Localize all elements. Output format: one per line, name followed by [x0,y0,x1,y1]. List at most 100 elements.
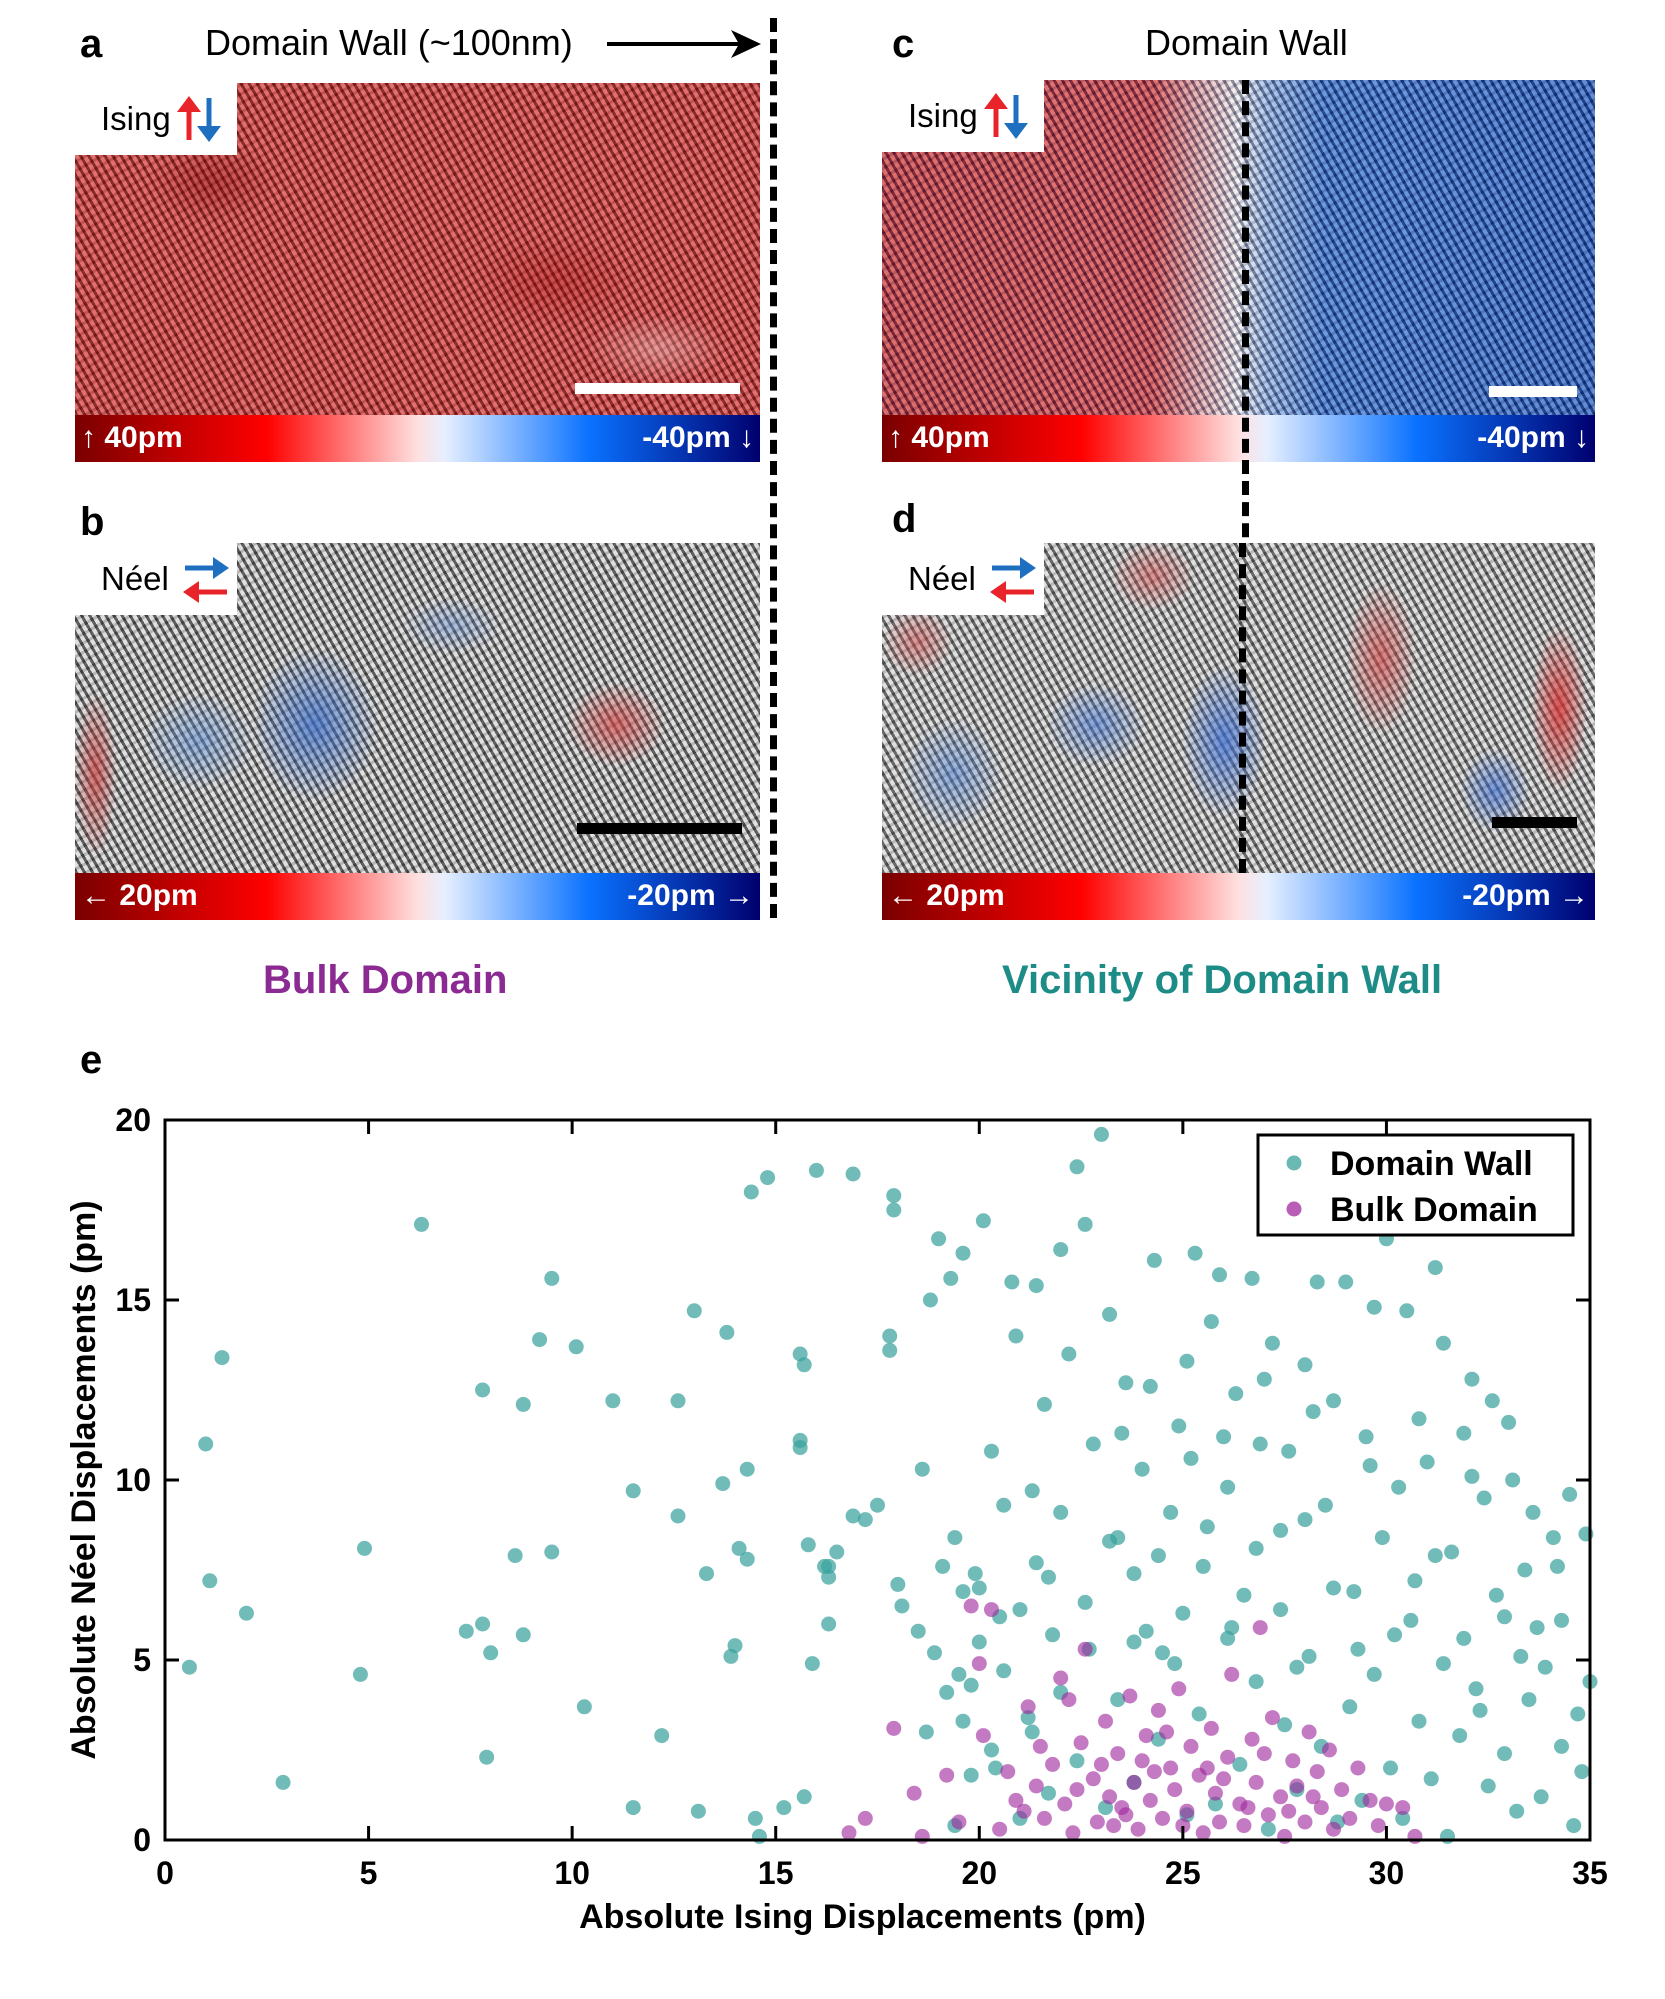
bulk-domain-point-21 [1065,1825,1081,1841]
domain-wall-point-42 [776,1800,792,1816]
domain-wall-point-28 [686,1303,702,1319]
domain-wall-point-5 [275,1774,291,1790]
domain-wall-point-180 [1260,1821,1276,1837]
domain-wall-point-215 [1248,1540,1264,1556]
colorbar-ising-a: ↑ 40pm -40pm ↓ [75,415,760,462]
domain-wall-point-100 [1085,1436,1101,1452]
domain-wall-point-218 [1175,1605,1191,1621]
domain-wall-point-197 [1024,1724,1040,1740]
domain-wall-point-87 [1004,1274,1020,1290]
domain-wall-point-124 [1289,1659,1305,1675]
domain-wall-dashed-line-right [1242,80,1249,875]
bulk-domain-point-63 [1313,1800,1329,1816]
domain-wall-point-226 [1411,1411,1427,1427]
bulk-domain-point-27 [1102,1789,1118,1805]
domain-wall-point-224 [1028,1555,1044,1571]
x-tick-label-0: 0 [156,1855,174,1891]
bulk-domain-point-57 [1277,1828,1293,1844]
domain-wall-point-111 [1179,1353,1195,1369]
domain-wall-point-169 [1411,1713,1427,1729]
y-tick-label-20: 20 [115,1102,151,1138]
domain-wall-point-10 [475,1616,491,1632]
domain-wall-point-19 [544,1544,560,1560]
bulk-domain-point-52 [1248,1774,1264,1790]
bulk-domain-point-37 [1163,1760,1179,1776]
domain-wall-point-52 [821,1558,837,1574]
domain-wall-point-0 [181,1659,197,1675]
neel-map-bulk: Néel [75,543,760,873]
domain-wall-point-107 [1146,1252,1162,1268]
colorbar-a-left-label: 40pm [104,421,183,454]
domain-wall-point-137 [1407,1573,1423,1589]
domain-wall-point-154 [1570,1706,1586,1722]
bulk-domain-point-59 [1289,1778,1305,1794]
colorbar-c-right-label: -40pm [1477,421,1566,454]
domain-wall-point-13 [483,1645,499,1661]
domain-wall-point-157 [1574,1764,1590,1780]
bulk-domain-point-65 [1326,1821,1341,1837]
colorbar-b-right-label: -20pm [627,879,716,912]
domain-wall-point-210 [1374,1530,1390,1546]
bulk-domain-point-30 [1122,1688,1138,1704]
domain-wall-point-2 [202,1573,218,1589]
domain-wall-point-216 [1224,1620,1240,1636]
domain-wall-point-114 [1203,1314,1219,1330]
scale-bar-c [1489,386,1577,397]
domain-wall-point-148 [1517,1562,1533,1578]
bulk-domain-point-17 [1036,1810,1052,1826]
bulk-domain-point-77 [1146,1764,1162,1780]
domain-wall-point-37 [739,1551,755,1567]
domain-wall-point-83 [984,1443,999,1459]
domain-wall-point-143 [1464,1371,1480,1387]
legend-label-0: Domain Wall [1330,1145,1533,1183]
domain-wall-point-17 [532,1332,548,1348]
domain-wall-point-237 [1472,1702,1488,1718]
domain-wall-point-3 [214,1350,230,1366]
domain-wall-point-132 [1366,1299,1382,1315]
x-tick-label-25: 25 [1165,1855,1201,1891]
domain-wall-point-189 [1138,1623,1154,1639]
domain-wall-point-54 [821,1569,837,1585]
domain-wall-point-38 [743,1184,759,1200]
domain-wall-point-7 [357,1540,372,1556]
domain-wall-point-158 [1566,1818,1582,1834]
colorbar-a-right-label: -40pm [642,421,731,454]
domain-wall-point-63 [886,1202,902,1218]
bulk-domain-point-46 [1212,1814,1227,1830]
bulk-domain-point-26 [1098,1713,1113,1729]
bulk-domain-point-78 [1159,1724,1175,1740]
domain-wall-point-64 [890,1576,906,1592]
domain-wall-point-117 [1228,1386,1244,1402]
bulk-domain-point-64 [1321,1742,1337,1758]
domain-wall-point-60 [882,1328,898,1344]
domain-wall-title-a: Domain Wall (~100nm) [205,22,573,63]
domain-wall-point-48 [800,1537,816,1553]
domain-wall-point-92 [1028,1278,1044,1294]
domain-wall-point-82 [975,1213,991,1229]
neel-map-wall: Néel [882,543,1595,873]
domain-wall-point-58 [857,1512,873,1528]
domain-wall-point-121 [1264,1335,1280,1351]
scale-bar-d [1492,817,1577,828]
bulk-domain-point-69 [1362,1792,1378,1808]
domain-wall-point-167 [1440,1828,1455,1844]
bulk-domain-point-74 [1061,1692,1077,1708]
panel-letter-c: c [892,22,915,66]
bulk-domain-point-80 [1199,1760,1215,1776]
domain-wall-title-c: Domain Wall [1145,22,1348,63]
bulk-domain-point-62 [1309,1764,1325,1780]
domain-wall-point-138 [1419,1454,1435,1470]
bulk-domain-point-70 [1370,1818,1386,1834]
domain-wall-point-222 [1077,1594,1093,1610]
right-arrow-icon: → [715,879,754,912]
bulk-domain-point-40 [1179,1803,1195,1819]
bulk-domain-point-84 [1281,1803,1297,1819]
domain-wall-point-35 [731,1540,747,1556]
bulk-domain-point-41 [1183,1738,1199,1754]
domain-wall-point-77 [955,1584,971,1600]
domain-wall-point-125 [1297,1357,1313,1373]
domain-wall-point-214 [1273,1602,1289,1618]
bulk-domain-point-3 [906,1785,922,1801]
bulk-domain-point-24 [1085,1771,1101,1787]
domain-wall-point-21 [576,1699,592,1715]
